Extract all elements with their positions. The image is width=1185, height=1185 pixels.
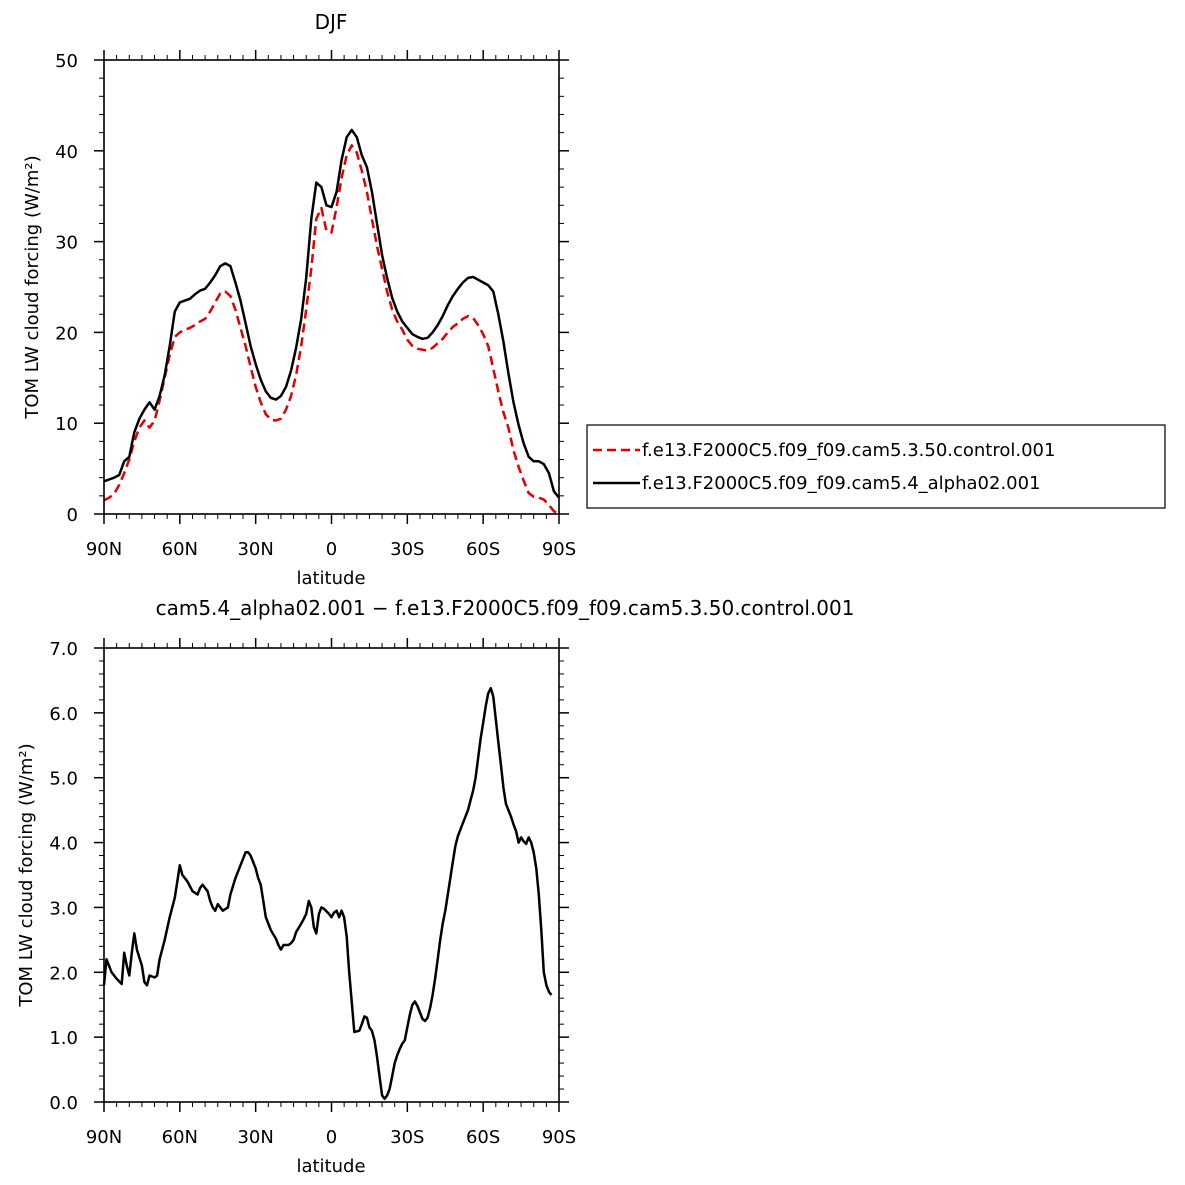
top-y-tick-label: 40 xyxy=(55,142,78,163)
top-chart: DJF 90N 60N 30N 0 30S 60S 90S 0 10 20 30 40 50 latit… xyxy=(22,10,1166,589)
bottom-plot-area: 90N 60N 30N 0 30S 60S 90S 0.0 1.0 2.0 3.0 4.0 5.0 6.0… xyxy=(49,638,576,1148)
top-y-tick-label: 50 xyxy=(55,51,78,72)
top-x-tick-label: 30N xyxy=(237,539,273,560)
top-plot-frame xyxy=(103,59,560,515)
legend-label-control: f.e13.F2000C5.f09_f09.cam5.3.50.control.… xyxy=(642,440,1055,461)
bottom-x-tick-label: 90N xyxy=(86,1127,122,1148)
top-chart-title: DJF xyxy=(315,10,348,34)
bottom-y-tick-label: 3.0 xyxy=(49,898,78,919)
bottom-x-tick-label: 60N xyxy=(162,1127,198,1148)
top-y-tick-label: 10 xyxy=(55,414,78,435)
bottom-y-tick-label: 4.0 xyxy=(49,834,78,855)
top-series-line-0 xyxy=(103,144,560,516)
bottom-chart-title: cam5.4_alpha02.001 − f.e13.F2000C5.f09_f… xyxy=(156,596,855,620)
top-y-tick-label: 20 xyxy=(55,323,78,344)
bottom-y-tick-label: 7.0 xyxy=(49,639,78,660)
top-legend: f.e13.F2000C5.f09_f09.cam5.3.50.control.… xyxy=(586,424,1166,509)
top-x-tick-label: 30S xyxy=(390,539,424,560)
bottom-x-axis-label: latitude xyxy=(296,1156,365,1177)
legend-box xyxy=(586,424,1166,509)
bottom-x-tick-label: 30S xyxy=(390,1127,424,1148)
bottom-y-axis-label: TOM LW cloud forcing (W/m²) xyxy=(16,743,37,1007)
top-y-tick-label: 30 xyxy=(55,233,78,254)
bottom-y-tick-label: 1.0 xyxy=(49,1028,78,1049)
top-x-tick-label: 0 xyxy=(326,539,337,560)
bottom-x-tick-label: 0 xyxy=(326,1127,337,1148)
bottom-chart: cam5.4_alpha02.001 − f.e13.F2000C5.f09_f… xyxy=(16,596,854,1177)
top-series-line-1 xyxy=(103,128,560,499)
bottom-y-tick-label: 0.0 xyxy=(49,1093,78,1114)
top-x-axis-label: latitude xyxy=(296,568,365,589)
top-x-tick-label: 60N xyxy=(162,539,198,560)
bottom-x-tick-label: 30N xyxy=(237,1127,273,1148)
bottom-x-tick-label: 60S xyxy=(466,1127,500,1148)
bottom-plot-frame xyxy=(103,647,560,1103)
legend-label-alpha02: f.e13.F2000C5.f09_f09.cam5.4_alpha02.001 xyxy=(642,473,1041,494)
bottom-x-tick-label: 90S xyxy=(542,1127,576,1148)
top-y-tick-label: 0 xyxy=(67,505,78,526)
bottom-y-tick-label: 5.0 xyxy=(49,769,78,790)
top-x-tick-label: 60S xyxy=(466,539,500,560)
top-plot-area: 90N 60N 30N 0 30S 60S 90S 0 10 20 30 40 50 xyxy=(55,50,576,560)
top-x-tick-label: 90S xyxy=(542,539,576,560)
top-y-axis-label: TOM LW cloud forcing (W/m²) xyxy=(22,155,43,419)
bottom-series-line-0 xyxy=(102,686,553,1101)
bottom-y-tick-label: 6.0 xyxy=(49,704,78,725)
top-x-tick-label: 90N xyxy=(86,539,122,560)
bottom-y-tick-label: 2.0 xyxy=(49,963,78,984)
